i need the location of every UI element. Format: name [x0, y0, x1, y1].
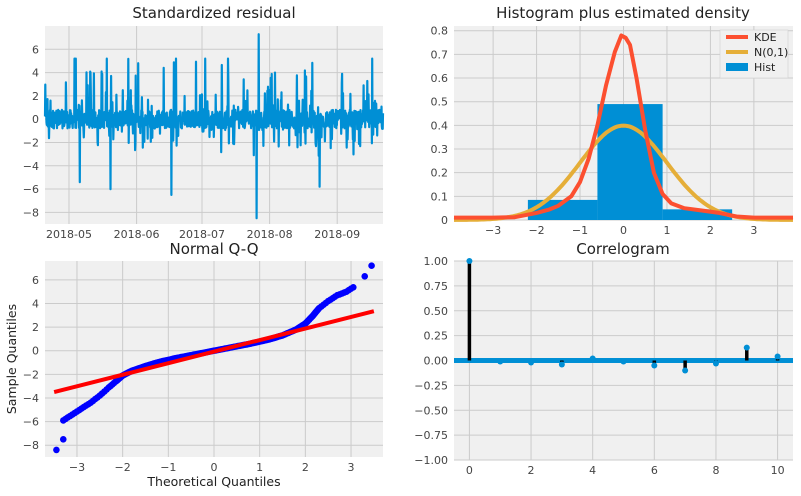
histogram-xtick-label: −1	[572, 224, 588, 237]
histogram-xtick-label: 0	[620, 224, 627, 237]
autocorrelation-marker	[528, 359, 535, 366]
correlogram-title: Correlogram	[576, 240, 669, 258]
autocorrelation-marker	[651, 362, 658, 369]
legend-hist-label: Hist	[754, 61, 776, 74]
qq-xtick-label: 1	[256, 461, 263, 474]
correlogram-ytick-label: −0.25	[414, 379, 448, 392]
autocorrelation-marker	[774, 353, 781, 360]
residual-xtick-label: 2018-09	[314, 228, 360, 241]
qq-extreme-point	[59, 435, 67, 443]
correlogram-ytick-label: 0.75	[424, 280, 449, 293]
histogram-ytick-label: 0.3	[431, 143, 449, 156]
residual-xtick-label: 2018-08	[247, 228, 293, 241]
histogram-ytick-label: 0.8	[431, 25, 449, 38]
residual-ytick-label: −8	[23, 206, 39, 219]
histogram-legend: KDE N(0,1) Hist	[719, 29, 788, 79]
autocorrelation-marker	[743, 344, 750, 351]
correlogram-panel: −1.00 −0.75 −0.50 −0.25 0.00 0.25 0.50 0.75 1.00…	[414, 240, 793, 477]
qq-ytick-label: 6	[32, 274, 39, 287]
correlogram-ytick-label: −1.00	[414, 454, 448, 467]
correlogram-ytick-label: 0.50	[424, 305, 449, 318]
qq-xlabel: Theoretical Quantiles	[146, 474, 280, 489]
qq-xtick-label: 3	[348, 461, 355, 474]
qq-ytick-label: 4	[32, 298, 39, 311]
qq-ytick-label: −2	[23, 368, 39, 381]
qq-ytick-label: −8	[23, 439, 39, 452]
residual-ytick-label: −2	[23, 136, 39, 149]
histogram-xtick-label: −3	[485, 224, 501, 237]
autocorrelation-marker	[497, 358, 504, 365]
residual-series-line	[43, 33, 385, 220]
histogram-xtick-label: 2	[707, 224, 714, 237]
correlogram-xtick-label: 10	[771, 464, 785, 477]
correlogram-ytick-label: −0.50	[414, 404, 448, 417]
correlogram-xtick-label: 2	[528, 464, 535, 477]
correlogram-ytick-label: 0.00	[424, 355, 449, 368]
histogram-xtick-label: 1	[663, 224, 670, 237]
qq-extreme-point	[361, 273, 369, 280]
qq-xtick-label: 2	[302, 461, 309, 474]
qq-ylabel: Sample Quantiles	[4, 304, 19, 414]
autocorrelation-marker	[682, 367, 689, 374]
residual-ytick-label: 2	[32, 90, 39, 103]
qq-ytick-label: 0	[32, 345, 39, 358]
qq-reference-line	[53, 309, 375, 394]
residual-ytick-label: −4	[23, 160, 39, 173]
qq-extreme-point	[368, 262, 375, 270]
qq-xtick-label: −2	[115, 461, 131, 474]
histogram-xtick-label: 3	[750, 224, 757, 237]
qq-ytick-label: −6	[23, 416, 39, 429]
autocorrelation-marker	[589, 355, 596, 362]
autocorrelation-marker	[466, 258, 473, 264]
histogram-xtick-label: −2	[528, 224, 544, 237]
qq-title: Normal Q-Q	[169, 240, 258, 258]
autocorrelation-marker	[558, 361, 565, 368]
residual-ytick-label: 0	[32, 113, 39, 126]
histogram-bar	[662, 209, 733, 220]
autocorrelation-marker	[620, 358, 627, 365]
kde-line	[454, 33, 793, 220]
correlogram-ytick-label: 0.25	[424, 330, 449, 343]
qq-ytick-label: 2	[32, 321, 39, 334]
correlogram-xtick-label: 8	[712, 464, 719, 477]
qq-extreme-point	[53, 446, 60, 454]
residual-panel: −8 −6 −4 −2 0 2 4 6 2018-05 2018-06 2018-07 2018-08…	[23, 4, 385, 241]
qq-xtick-label: −3	[69, 461, 85, 474]
histogram-ytick-label: 0.5	[431, 96, 449, 109]
histogram-title: Histogram plus estimated density	[496, 4, 750, 22]
legend-kde-label: KDE	[754, 31, 777, 44]
correlogram-ytick-label: 1.00	[424, 255, 449, 268]
qq-panel: −8 −6 −4 −2 0 2 4 6 −3 −2 −1 0 1 2 3 Normal Q-Q Theore…	[4, 240, 383, 489]
correlogram-xtick-label: 4	[589, 464, 596, 477]
residual-xtick-label: 2018-06	[114, 228, 160, 241]
qq-sample-point	[350, 284, 357, 291]
histogram-ytick-label: 0	[441, 214, 448, 227]
residual-xtick-label: 2018-07	[179, 228, 225, 241]
histogram-ytick-label: 0.2	[431, 167, 449, 180]
histogram-ytick-label: 0.4	[431, 119, 449, 132]
histogram-ytick-label: 0.1	[431, 190, 449, 203]
legend-normal-label: N(0,1)	[754, 46, 788, 59]
residual-title: Standardized residual	[132, 4, 295, 22]
residual-ytick-label: 6	[32, 43, 39, 56]
histogram-bar	[527, 199, 598, 220]
histogram-panel: 0 0.1 0.2 0.3 0.4 0.5 0.6 0.7 0.8 −3 −2 −1 0 1 2 3 KDE …	[431, 4, 794, 237]
qq-xtick-label: 0	[211, 461, 218, 474]
qq-xtick-label: −1	[160, 461, 176, 474]
correlogram-xtick-label: 6	[651, 464, 658, 477]
histogram-ytick-label: 0.6	[431, 72, 449, 85]
correlogram-ytick-label: −0.75	[414, 429, 448, 442]
autocorrelation-marker	[712, 360, 719, 367]
residual-ytick-label: 4	[32, 67, 39, 80]
histogram-ytick-label: 0.7	[431, 48, 449, 61]
qq-ytick-label: −4	[23, 392, 39, 405]
legend-hist-swatch	[726, 63, 748, 71]
residual-ytick-label: −6	[23, 183, 39, 196]
correlogram-xtick-label: 0	[466, 464, 473, 477]
residual-xtick-label: 2018-05	[46, 228, 92, 241]
